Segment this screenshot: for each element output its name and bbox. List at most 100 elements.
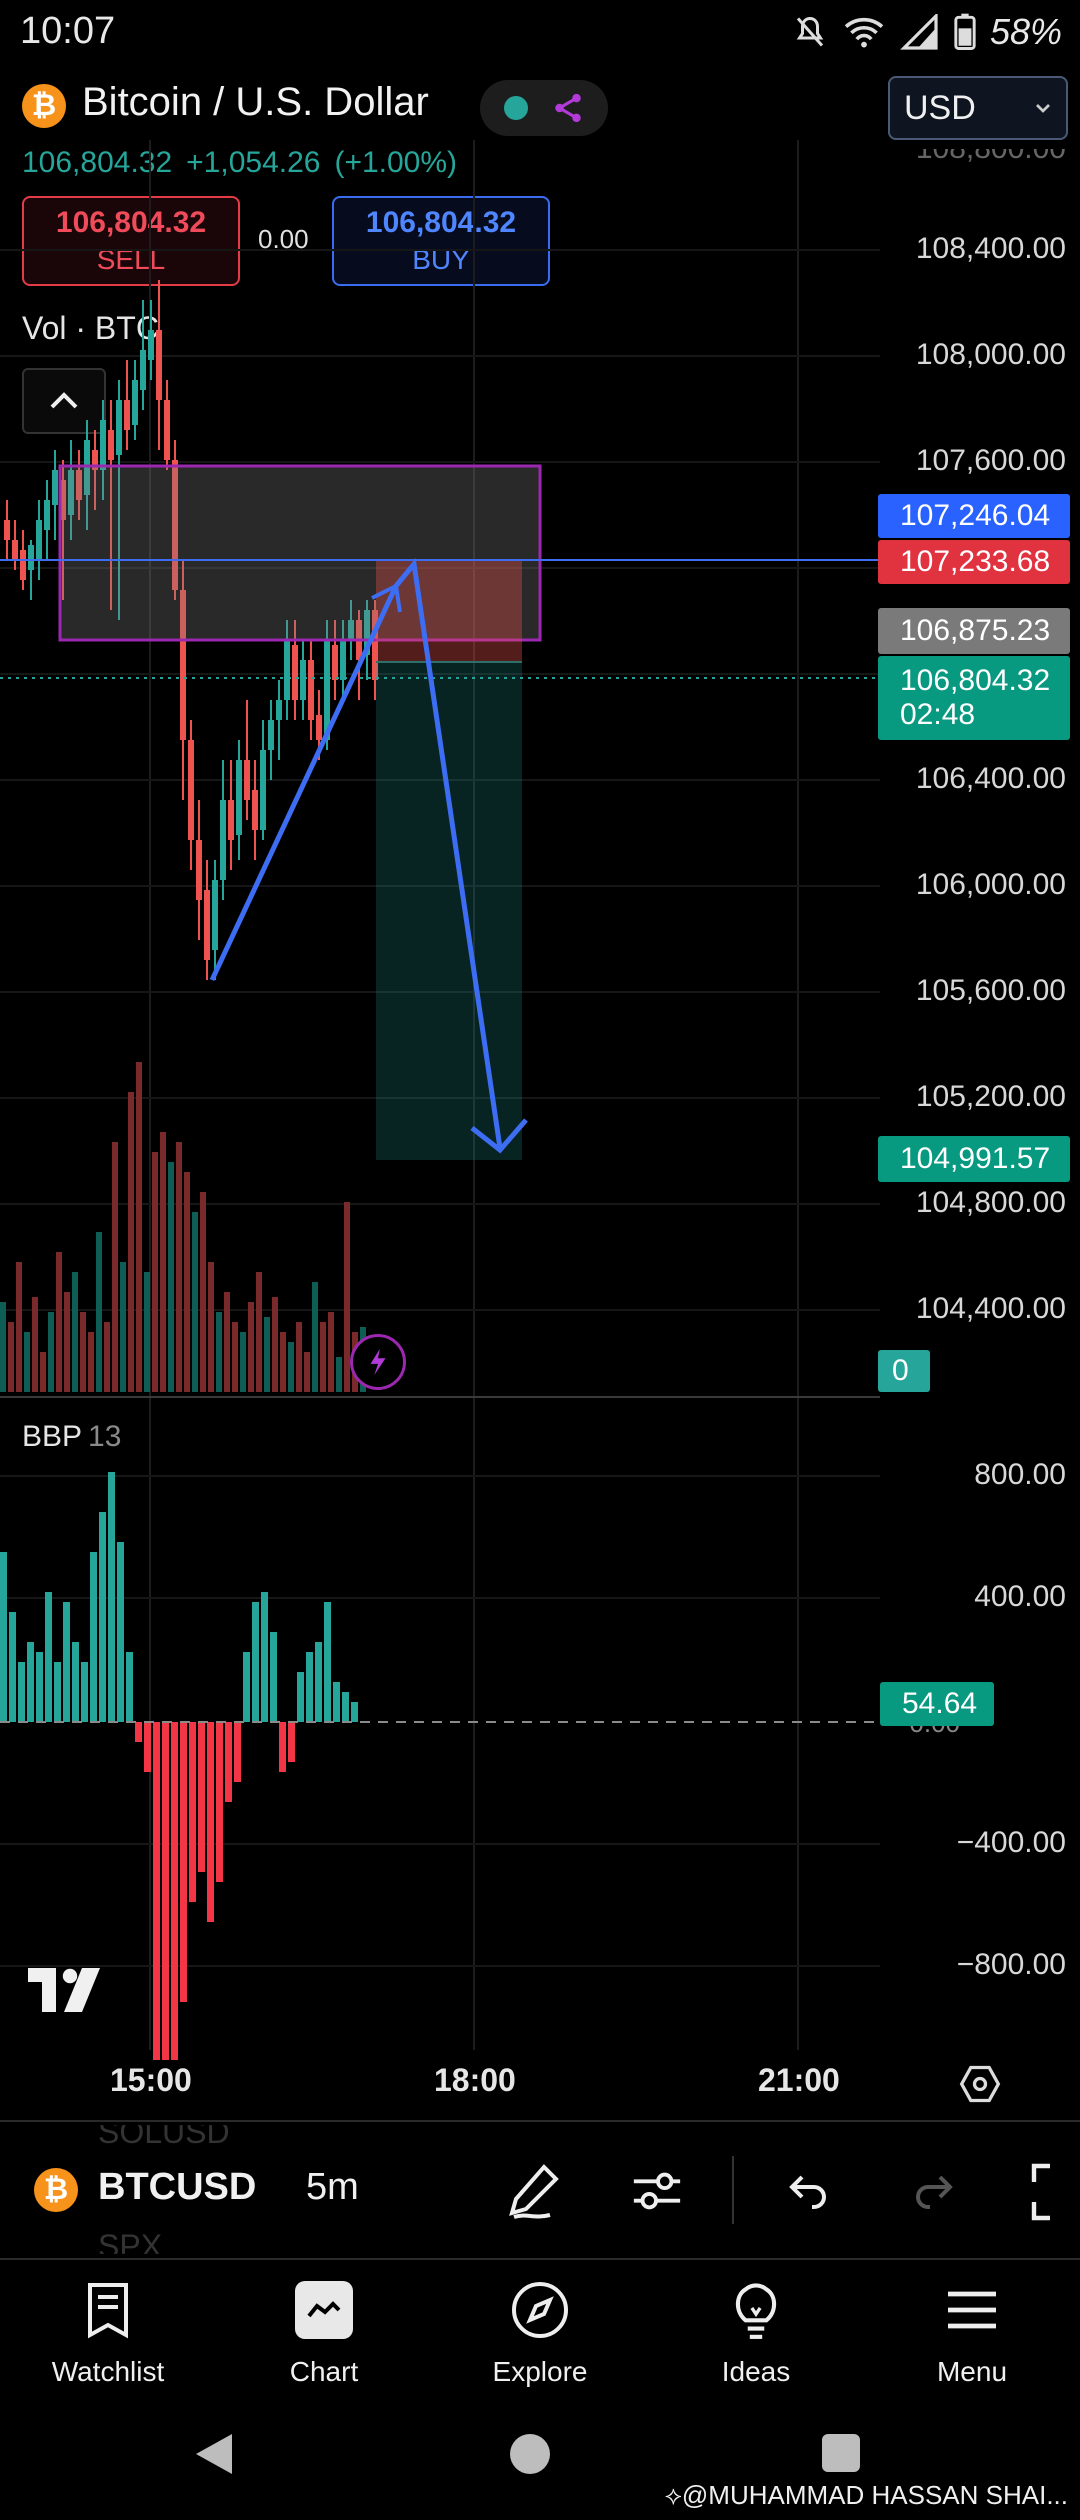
volume-bar	[64, 1292, 70, 1392]
candle-body	[92, 450, 98, 470]
home-nav-icon[interactable]	[508, 2432, 552, 2476]
volume-bar	[24, 1332, 30, 1392]
lightning-alert-button[interactable]	[350, 1334, 406, 1390]
interval-selector[interactable]: 5m	[306, 2166, 359, 2208]
status-icons: 58%	[792, 10, 1062, 54]
candle-body	[124, 400, 130, 430]
bbp-bar	[18, 1662, 25, 1722]
candlesticks	[4, 280, 378, 980]
recents-nav-icon[interactable]	[820, 2432, 862, 2474]
nav-explore[interactable]: Explore	[440, 2272, 640, 2388]
nav-label: Explore	[492, 2356, 588, 2387]
bbp-bar	[324, 1602, 331, 1722]
symbol-title[interactable]: Bitcoin / U.S. Dollar	[82, 80, 429, 124]
candle-body	[76, 470, 82, 500]
bbp-bar	[36, 1652, 43, 1722]
candle-body	[156, 330, 162, 400]
bbp-bar	[243, 1652, 250, 1722]
volume-bar	[320, 1322, 326, 1392]
buy-button[interactable]: 106,804.32 BUY	[332, 196, 550, 286]
ghost-symbol-prev: SOLUSD	[98, 2114, 230, 2150]
bar-countdown: 02:48	[900, 698, 976, 731]
chart-settings-icon[interactable]	[958, 2062, 1002, 2106]
bbp-bar	[72, 1642, 79, 1722]
collapse-legend-button[interactable]	[22, 368, 106, 434]
candle-body	[300, 660, 306, 700]
volume-bar	[344, 1202, 350, 1392]
volume-bar	[144, 1272, 150, 1392]
volume-bar	[256, 1272, 262, 1392]
price-axis-label: 105,600.00	[915, 974, 1066, 1007]
mute-bell-icon	[796, 16, 824, 47]
nav-chart[interactable]: Chart	[224, 2272, 424, 2388]
bbp-bar	[252, 1602, 259, 1722]
candle-body	[284, 640, 290, 700]
volume-bar	[312, 1282, 318, 1392]
bbp-bar	[81, 1662, 88, 1722]
candle-body	[308, 660, 314, 720]
candle-body	[180, 590, 186, 740]
tradingview-logo-icon	[28, 1968, 100, 2012]
candle-body	[292, 645, 298, 700]
candle-body	[212, 880, 218, 950]
time-label: 15:00	[110, 2062, 192, 2098]
candle-body	[324, 640, 330, 740]
volume-bar	[112, 1142, 118, 1392]
candle-body	[228, 800, 234, 840]
price-axis-label: 106,400.00	[915, 762, 1066, 795]
candle-body	[132, 380, 138, 425]
bbp-histogram	[0, 1472, 358, 2060]
bitcoin-logo-icon: ₿	[34, 2168, 78, 2212]
bbp-bar	[99, 1512, 106, 1722]
bbp-bar	[144, 1722, 151, 1772]
price-chart[interactable]	[0, 140, 880, 2060]
candle-body	[44, 500, 50, 530]
candle-body	[60, 480, 66, 520]
nav-ideas[interactable]: Ideas	[656, 2272, 856, 2388]
candle-body	[204, 890, 210, 960]
volume-bar	[280, 1332, 286, 1392]
battery-percent: 58%	[989, 11, 1062, 52]
candle-body	[268, 720, 274, 750]
volume-bar	[56, 1252, 62, 1392]
back-nav-icon[interactable]	[192, 2430, 236, 2478]
undo-icon[interactable]	[786, 2170, 830, 2212]
symbol-selector[interactable]: BTCUSD	[98, 2166, 257, 2208]
bbp-bar	[171, 1722, 178, 2060]
bbp-bar	[279, 1722, 286, 1772]
candle-body	[116, 400, 122, 455]
candle-body	[372, 610, 378, 680]
last-price: 106,804.32	[22, 146, 173, 179]
volume-bar	[176, 1142, 182, 1392]
indicators-sliders-icon[interactable]	[630, 2164, 684, 2218]
volume-legend[interactable]: Vol · BTC	[22, 310, 159, 346]
redo-icon[interactable]	[912, 2170, 956, 2212]
trading-mode-toggle[interactable]	[480, 80, 608, 136]
bbp-bar	[135, 1722, 142, 1742]
volume-bar	[184, 1172, 190, 1392]
ghost-symbol-next: SPX	[98, 2228, 163, 2264]
chevron-up-icon	[50, 392, 78, 409]
bbp-legend[interactable]: BBP 13	[22, 1420, 121, 1454]
bitcoin-logo-icon: ₿	[22, 84, 66, 128]
volume-bar	[152, 1152, 158, 1392]
nav-watchlist[interactable]: Watchlist	[8, 2272, 208, 2388]
candle-body	[244, 760, 250, 800]
chart-grid	[0, 140, 880, 2050]
volume-bar	[0, 1302, 6, 1392]
bbp-bar	[216, 1722, 223, 1882]
volume-bar	[16, 1262, 22, 1392]
price-tag-target: 104,991.57	[878, 1136, 1070, 1182]
bbp-bar	[90, 1552, 97, 1722]
volume-bar	[264, 1317, 270, 1392]
time-label: 21:00	[758, 2062, 840, 2098]
sell-button[interactable]: 106,804.32 SELL	[22, 196, 240, 286]
fullscreen-icon[interactable]	[1030, 2162, 1080, 2222]
bbp-bar	[27, 1642, 34, 1722]
currency-select[interactable]: USD	[888, 76, 1068, 140]
bbp-bar	[261, 1592, 268, 1722]
bbp-bar	[45, 1592, 52, 1722]
bbp-bar	[225, 1722, 232, 1802]
drawing-pencil-icon[interactable]	[506, 2160, 562, 2222]
nav-menu[interactable]: Menu	[872, 2272, 1072, 2388]
